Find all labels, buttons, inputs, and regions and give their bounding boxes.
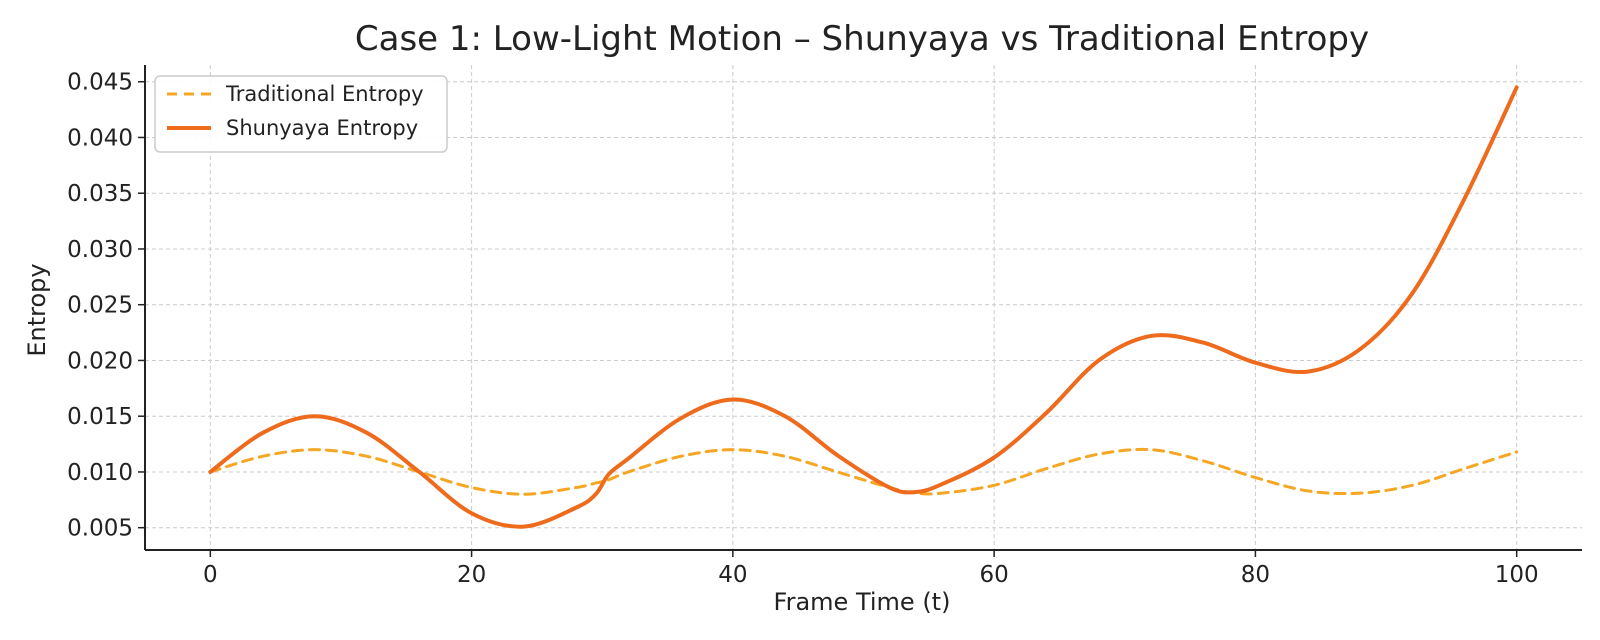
x-tick-label: 20 bbox=[457, 562, 486, 588]
legend-box bbox=[154, 75, 448, 153]
y-tick-label: 0.040 bbox=[67, 125, 133, 151]
x-tick-label: 40 bbox=[718, 562, 747, 588]
y-tick-label: 0.035 bbox=[67, 181, 133, 207]
x-tick-label: 60 bbox=[979, 562, 1008, 588]
y-tick-label: 0.005 bbox=[67, 516, 133, 542]
y-tick-label: 0.010 bbox=[67, 460, 133, 486]
x-tick-label: 80 bbox=[1241, 562, 1270, 588]
legend-label-traditional-entropy: Traditional Entropy bbox=[225, 82, 424, 106]
legend-label-shunyaya-entropy: Shunyaya Entropy bbox=[226, 116, 418, 140]
y-tick-label: 0.020 bbox=[67, 348, 133, 374]
x-axis-label: Frame Time (t) bbox=[774, 588, 951, 616]
x-tick-label: 100 bbox=[1495, 562, 1539, 588]
x-tick-label: 0 bbox=[203, 562, 218, 588]
y-tick-label: 0.025 bbox=[67, 293, 133, 319]
series-line-traditional-entropy bbox=[208, 447, 1519, 496]
legend: Traditional Entropy Shunyaya Entropy bbox=[154, 75, 448, 153]
chart-title: Case 1: Low-Light Motion – Shunyaya vs T… bbox=[355, 19, 1369, 59]
y-tick-label: 0.015 bbox=[67, 404, 133, 430]
ticks: 0 20 40 60 80 100 0.005 0.010 0.015 0.020 0.025 0.0… bbox=[67, 70, 1538, 588]
y-axis-label: Entropy bbox=[23, 263, 51, 356]
series-line-shunyaya-entropy bbox=[208, 85, 1519, 529]
y-tick-label: 0.045 bbox=[67, 70, 133, 96]
series bbox=[208, 85, 1519, 529]
axes bbox=[144, 65, 1582, 551]
y-tick-label: 0.030 bbox=[67, 237, 133, 263]
